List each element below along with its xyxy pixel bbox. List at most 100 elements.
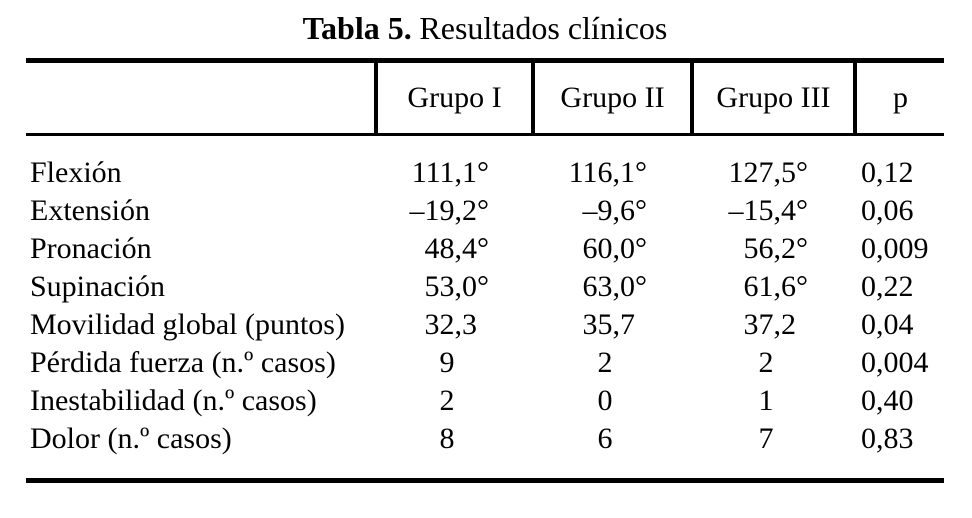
table-row: Pérdida fuerza (n.º casos) 9 2 2 0,004 [26,344,944,382]
value-fraction-part: ,0° [612,232,648,265]
value-fraction-part [774,420,856,458]
value-integer-part: 56 [743,232,774,265]
header-empty-cell [26,60,376,136]
value-cell-grupo3: 37,2 [692,306,855,344]
table-row: Pronación 48,4° 60,0° 56,2° 0,009 [26,230,944,268]
table-row: Extensión –19,2° –9,6° –15,4° 0,06 [26,192,944,230]
table-row: Inestabilidad (n.º casos) 2 0 1 0,40 [26,382,944,420]
value-fraction-part: ,7 [612,308,636,341]
value-cell-grupo2: 0 [533,382,692,420]
clinical-results-table: Grupo I Grupo II Grupo III p Flexión 111,… [26,58,944,483]
row-label: Pérdida fuerza (n.º casos) [30,346,336,379]
value-fraction-part [613,382,693,420]
value-integer-part: 37 [743,308,774,341]
value-fraction-part [613,420,693,458]
value-cell-grupo1: 2 [376,382,533,420]
row-label: Extensión [30,194,150,227]
table-body: Flexión 111,1° 116,1° 127,5° 0,12 Extensión –1… [26,135,944,481]
value-integer-part: 116 [568,156,613,189]
value-cell-p: 0,12 [861,156,914,189]
value-cell-grupo2: 2 [533,344,692,382]
value-cell-grupo1: 32,3 [376,306,533,344]
value-cell-grupo3: 2 [692,344,855,382]
value-fraction-part: ,2° [773,232,809,265]
value-fraction-part [455,382,534,420]
value-cell-grupo3: 61,6° [692,268,855,306]
value-fraction-part: ,4° [773,194,809,227]
value-fraction-part [455,420,534,458]
table-row: Movilidad global (puntos) 32,3 35,7 37,2 0,0… [26,306,944,344]
value-integer-part: 6 [597,422,613,455]
value-cell-grupo2: 63,0° [533,268,692,306]
value-cell-grupo2: 35,7 [533,306,692,344]
value-fraction-part: ,0° [612,270,648,303]
value-cell-grupo1: 111,1° [376,135,533,193]
value-fraction-part: ,5° [773,156,809,189]
value-cell-grupo1: 53,0° [376,268,533,306]
header-grupo-3: Grupo III [690,60,855,136]
value-integer-part: 2 [597,346,613,379]
value-fraction-part [774,382,856,420]
table-header: Grupo I Grupo II Grupo III p [26,60,944,136]
value-fraction-part [613,344,693,382]
table-row: Dolor (n.º casos) 8 6 7 0,83 [26,420,944,481]
header-grupo-1: Grupo I [374,60,533,136]
row-label: Inestabilidad (n.º casos) [30,384,317,417]
value-cell-p: 0,83 [861,422,914,455]
value-cell-grupo1: 48,4° [376,230,533,268]
value-integer-part: 32 [424,308,455,341]
value-fraction-part: ,2 [773,308,797,341]
row-label: Supinación [30,270,165,303]
value-fraction-part: ,4° [454,232,490,265]
value-integer-part: 8 [439,422,455,455]
value-cell-p: 0,04 [861,308,914,341]
value-integer-part: –19 [409,194,455,227]
value-fraction-part: ,1° [454,156,490,189]
value-fraction-part: ,1° [612,156,648,189]
value-fraction-part [455,344,534,382]
value-integer-part: 1 [758,384,774,417]
value-cell-grupo2: 116,1° [533,135,692,193]
value-integer-part: 7 [758,422,774,455]
value-integer-part: –15 [728,194,774,227]
value-fraction-part: ,6° [773,270,809,303]
header-p: p [853,60,944,136]
value-cell-p: 0,009 [861,232,929,265]
value-cell-grupo3: 7 [692,420,855,481]
value-fraction-part: ,3 [454,308,478,341]
value-cell-grupo3: –15,4° [692,192,855,230]
row-label: Pronación [30,232,152,265]
value-integer-part: 2 [758,346,774,379]
value-integer-part: 0 [597,384,613,417]
header-grupo-2: Grupo II [531,60,692,136]
value-integer-part: 61 [743,270,774,303]
value-cell-grupo3: 56,2° [692,230,855,268]
value-integer-part: –9 [582,194,613,227]
value-fraction-part: ,6° [612,194,648,227]
value-cell-grupo3: 1 [692,382,855,420]
row-label: Movilidad global (puntos) [30,308,345,341]
value-integer-part: 53 [424,270,455,303]
value-integer-part: 35 [582,308,613,341]
value-cell-grupo3: 127,5° [692,135,855,193]
paper-table-page: Tabla 5. Resultados clínicos Grupo I Grup… [0,8,972,483]
value-integer-part: 48 [424,232,455,265]
value-fraction-part: ,2° [454,194,490,227]
table-title-number: Tabla 5. [302,10,412,46]
value-integer-part: 127 [728,156,774,189]
value-cell-grupo1: –19,2° [376,192,533,230]
value-cell-p: 0,22 [861,270,914,303]
table-title-text: Resultados clínicos [419,10,668,46]
value-integer-part: 63 [582,270,613,303]
value-integer-part: 60 [582,232,613,265]
value-cell-grupo2: 6 [533,420,692,481]
value-integer-part: 2 [439,384,455,417]
value-cell-grupo2: –9,6° [533,192,692,230]
value-integer-part: 111 [411,156,455,189]
value-fraction-part: ,0° [454,270,490,303]
value-cell-p: 0,40 [861,384,914,417]
table-row: Supinación 53,0° 63,0° 61,6° 0,22 [26,268,944,306]
value-integer-part: 9 [439,346,455,379]
value-cell-grupo1: 8 [376,420,533,481]
table-row: Flexión 111,1° 116,1° 127,5° 0,12 [26,135,944,193]
